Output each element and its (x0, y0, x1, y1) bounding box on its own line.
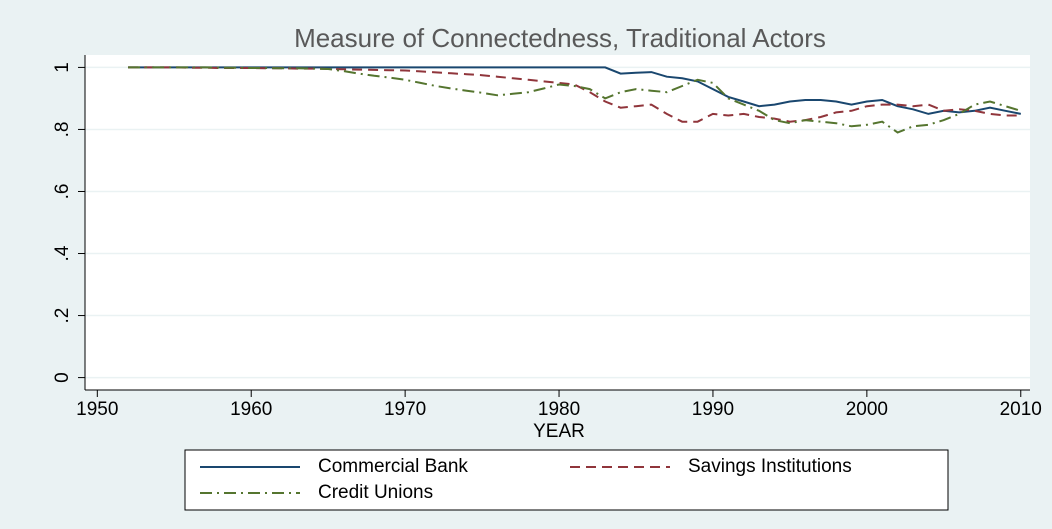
x-tick-label: 2000 (846, 399, 888, 420)
x-axis-label: YEAR (533, 421, 585, 442)
y-tick-label: 1 (52, 62, 73, 73)
y-tick-label: .4 (52, 245, 73, 261)
x-tick-label: 1950 (76, 399, 118, 420)
x-tick-label: 1960 (230, 399, 272, 420)
plot-area (85, 55, 1030, 390)
y-tick-label: .2 (52, 308, 73, 324)
y-tick-label: .6 (52, 184, 73, 200)
x-tick-label: 1970 (384, 399, 426, 420)
legend-box (184, 449, 949, 511)
legend-label: Savings Institutions (688, 456, 852, 477)
legend-label: Credit Unions (318, 482, 433, 503)
y-tick-label: 0 (52, 372, 73, 383)
x-tick-label: 1990 (692, 399, 734, 420)
x-tick-label: 1980 (538, 399, 580, 420)
x-tick-label: 2010 (1000, 399, 1042, 420)
y-tick-label: .8 (52, 122, 73, 138)
legend-label: Commercial Bank (318, 456, 468, 477)
data-line (128, 66, 1022, 134)
chart-title: Measure of Connectedness, Traditional Ac… (294, 23, 826, 53)
